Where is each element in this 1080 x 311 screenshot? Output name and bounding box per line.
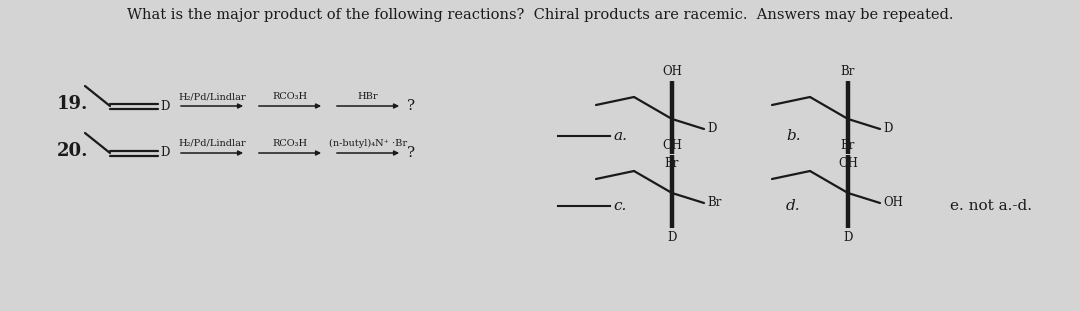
Text: OH: OH xyxy=(838,157,858,170)
Text: D: D xyxy=(843,231,853,244)
Text: RCO₃H: RCO₃H xyxy=(272,92,308,101)
Text: 19.: 19. xyxy=(57,95,89,113)
Text: ?: ? xyxy=(407,146,415,160)
Text: HBr: HBr xyxy=(357,92,378,101)
Text: OH: OH xyxy=(662,139,681,152)
Text: Br: Br xyxy=(841,139,855,152)
Text: d.: d. xyxy=(786,199,800,213)
Text: c.: c. xyxy=(613,199,626,213)
Text: (n-butyl)₄N⁺ ·Br: (n-butyl)₄N⁺ ·Br xyxy=(329,139,407,148)
Text: H₂/Pd/Lindlar: H₂/Pd/Lindlar xyxy=(178,139,246,148)
Text: D: D xyxy=(707,123,716,136)
Text: OH: OH xyxy=(883,197,903,210)
Text: What is the major product of the following reactions?  Chiral products are racem: What is the major product of the followi… xyxy=(126,8,954,22)
Text: D: D xyxy=(160,100,170,113)
Text: D: D xyxy=(883,123,892,136)
Text: H₂/Pd/Lindlar: H₂/Pd/Lindlar xyxy=(178,92,246,101)
Text: Br: Br xyxy=(707,197,721,210)
Text: a.: a. xyxy=(613,129,627,143)
Text: b.: b. xyxy=(786,129,800,143)
Text: ?: ? xyxy=(407,99,415,113)
Text: Br: Br xyxy=(841,65,855,78)
Text: D: D xyxy=(667,231,677,244)
Text: D: D xyxy=(160,146,170,160)
Text: 20.: 20. xyxy=(57,142,89,160)
Text: OH: OH xyxy=(662,65,681,78)
Text: Br: Br xyxy=(665,157,679,170)
Text: e. not a.-d.: e. not a.-d. xyxy=(950,199,1032,213)
Text: RCO₃H: RCO₃H xyxy=(272,139,308,148)
